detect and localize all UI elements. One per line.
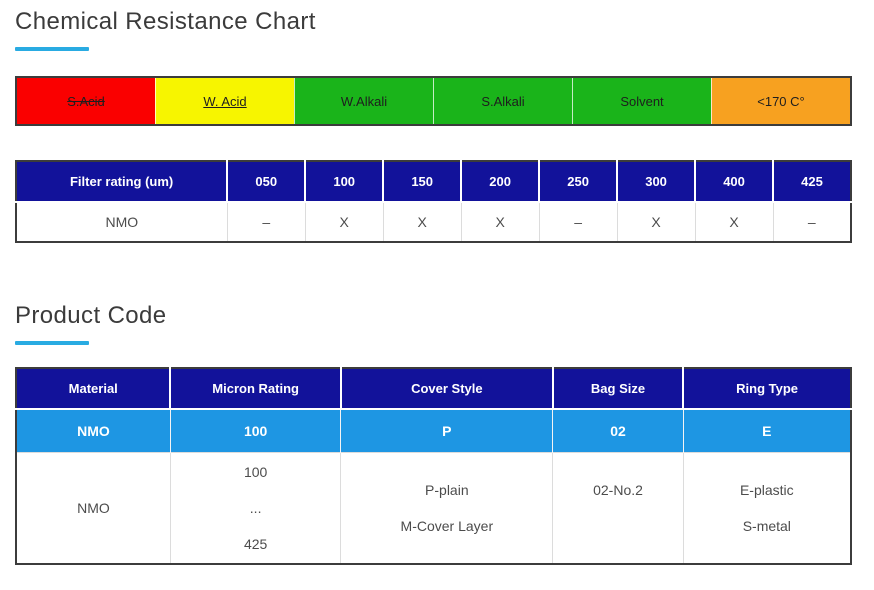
- product-code-table: Material Micron Rating Cover Style Bag S…: [15, 367, 852, 565]
- title-accent-underline: [15, 341, 89, 345]
- detail-line: 02-No.2: [593, 481, 643, 498]
- detail-cell-micron: 100 ... 425: [169, 451, 341, 564]
- header-cell-filter-rating: Filter rating (um): [16, 161, 228, 203]
- detail-line: 425: [243, 535, 268, 552]
- header-cell: 425: [772, 161, 851, 203]
- header-cell-cover-style: Cover Style: [339, 368, 553, 410]
- detail-cell-cover: P-plain M-Cover Layer: [340, 451, 553, 564]
- chemical-resistance-bar: S.Acid W. Acid W.Alkali S.Alkali Solvent…: [15, 76, 852, 126]
- code-cell-ring: E: [682, 409, 851, 452]
- bar-segment-label: <170 C°: [757, 93, 805, 109]
- header-cell: 200: [460, 161, 540, 203]
- detail-line: NMO: [77, 499, 110, 516]
- code-cell-cover: P: [340, 409, 553, 452]
- bar-segment-label: S.Acid: [67, 93, 105, 109]
- code-cell-material: NMO: [16, 409, 171, 452]
- title-accent-underline: [15, 47, 89, 51]
- code-cell-bag: 02: [552, 409, 684, 452]
- detail-line: P-plain: [425, 481, 469, 498]
- header-cell: 050: [226, 161, 306, 203]
- rating-cell: –: [226, 202, 306, 242]
- bar-segment-label: W.Alkali: [340, 93, 388, 109]
- filter-rating-table: Filter rating (um) 050 100 150 200 250 3…: [15, 160, 852, 243]
- detail-line: S-metal: [742, 517, 791, 534]
- rating-cell: X: [616, 202, 696, 242]
- product-detail-row: NMO 100 ... 425 P-plain M-Cover Layer 02…: [16, 451, 851, 564]
- detail-cell-ring: E-plastic S-metal: [682, 451, 851, 564]
- header-cell-material: Material: [16, 368, 171, 410]
- header-cell-micron-rating: Micron Rating: [169, 368, 341, 410]
- rating-cell: X: [460, 202, 540, 242]
- rating-cell: –: [772, 202, 851, 242]
- rating-cell: –: [538, 202, 618, 242]
- detail-line: 100: [243, 463, 268, 480]
- filter-table-header-row: Filter rating (um) 050 100 150 200 250 3…: [16, 161, 851, 203]
- bar-segment-label: S.Alkali: [481, 93, 525, 109]
- header-cell: 400: [694, 161, 774, 203]
- detail-line-spacer: [553, 516, 682, 536]
- bar-segment-solvent: Solvent: [572, 78, 711, 124]
- rating-cell: X: [382, 202, 462, 242]
- header-cell: 150: [382, 161, 462, 203]
- detail-line: M-Cover Layer: [400, 517, 494, 534]
- bar-segment-label: Solvent: [620, 93, 664, 109]
- bar-segment-weak-alkali: W.Alkali: [294, 78, 433, 124]
- header-cell: 300: [616, 161, 696, 203]
- detail-cell-material: NMO: [16, 451, 171, 564]
- product-table-header-row: Material Micron Rating Cover Style Bag S…: [16, 368, 851, 410]
- header-cell-bag-size: Bag Size: [551, 368, 684, 410]
- filter-table-data-row: NMO – X X X – X X –: [16, 202, 851, 242]
- rating-cell: X: [304, 202, 384, 242]
- bar-segment-label: W. Acid: [203, 93, 247, 109]
- detail-line: ...: [249, 499, 262, 516]
- detail-line: E-plastic: [739, 481, 794, 498]
- detail-cell-bag: 02-No.2: [552, 451, 684, 564]
- bar-segment-weak-acid: W. Acid: [155, 78, 294, 124]
- code-cell-micron: 100: [169, 409, 341, 452]
- product-code-row: NMO 100 P 02 E: [16, 409, 851, 452]
- product-code-title: Product Code: [15, 302, 167, 329]
- rating-cell: X: [694, 202, 774, 242]
- header-cell: 100: [304, 161, 384, 203]
- chemical-resistance-title: Chemical Resistance Chart: [15, 8, 316, 35]
- bar-segment-temperature: <170 C°: [711, 78, 850, 124]
- material-cell: NMO: [16, 202, 228, 242]
- bar-segment-strong-acid: S.Acid: [17, 78, 155, 124]
- header-cell-ring-type: Ring Type: [682, 368, 851, 410]
- bar-segment-strong-alkali: S.Alkali: [433, 78, 572, 124]
- header-cell: 250: [538, 161, 618, 203]
